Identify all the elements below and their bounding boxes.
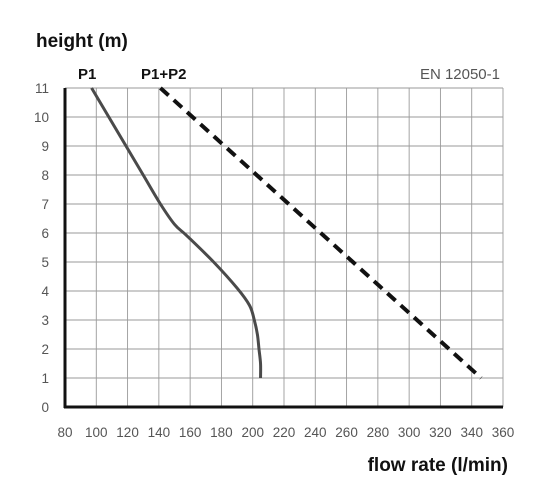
- x-tick-label-260: 260: [335, 425, 358, 440]
- x-tick-label-340: 340: [460, 425, 483, 440]
- x-axis-label: flow rate (l/min): [368, 455, 508, 476]
- x-tick-label-220: 220: [273, 425, 296, 440]
- series-lines: [90, 86, 483, 380]
- y-tick-label-9: 9: [41, 139, 49, 154]
- tick-labels: 80 100 120 140 160 180 200 220 240 260 280 300 320 34…: [34, 81, 514, 440]
- y-tick-label-11: 11: [35, 81, 49, 96]
- y-tick-label-10: 10: [34, 110, 49, 125]
- x-tick-label-160: 160: [179, 425, 202, 440]
- y-tick-label-3: 3: [41, 313, 49, 328]
- x-tick-label-300: 300: [398, 425, 421, 440]
- series-line-p1-p2: [159, 86, 483, 380]
- y-tick-label-8: 8: [41, 168, 49, 183]
- y-tick-label-2: 2: [41, 342, 49, 357]
- series-label-p1-p2: P1+P2: [141, 66, 186, 83]
- series-label-p1: P1: [78, 66, 96, 83]
- standard-label: EN 12050-1: [420, 66, 500, 83]
- y-tick-label-6: 6: [41, 226, 49, 241]
- x-tick-label-360: 360: [492, 425, 515, 440]
- y-tick-label-5: 5: [41, 255, 49, 270]
- x-tick-label-80: 80: [57, 425, 72, 440]
- x-tick-label-140: 140: [148, 425, 171, 440]
- grid: [65, 87, 504, 407]
- x-tick-label-120: 120: [116, 425, 139, 440]
- x-tick-label-320: 320: [429, 425, 452, 440]
- x-tick-label-200: 200: [241, 425, 264, 440]
- x-tick-label-180: 180: [210, 425, 233, 440]
- y-tick-label-4: 4: [41, 284, 49, 299]
- x-tick-label-240: 240: [304, 425, 327, 440]
- y-tick-label-1: 1: [41, 371, 49, 386]
- y-axis-label: height (m): [36, 31, 128, 52]
- y-tick-label-0: 0: [41, 400, 49, 415]
- series-line-p1: [90, 87, 263, 379]
- y-tick-label-7: 7: [41, 197, 49, 212]
- x-tick-label-100: 100: [85, 425, 108, 440]
- x-tick-label-280: 280: [367, 425, 390, 440]
